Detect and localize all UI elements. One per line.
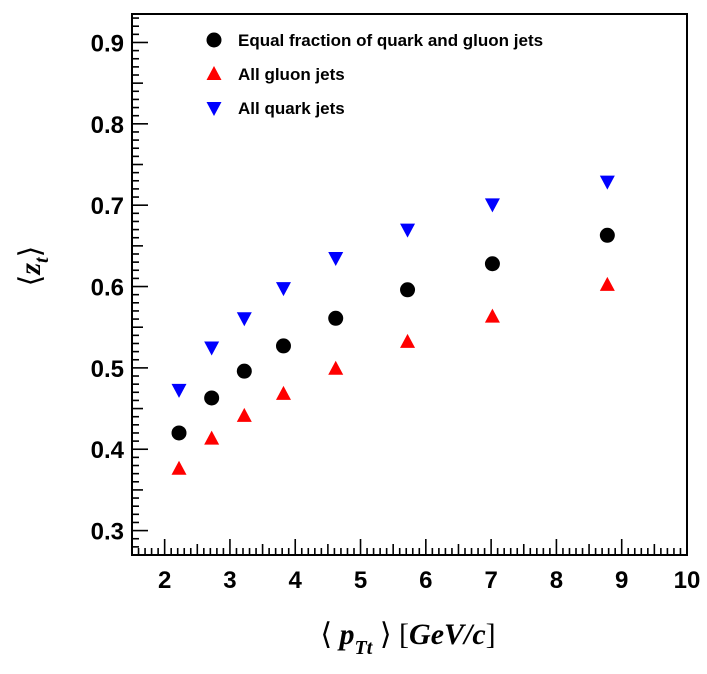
y-tick-label: 0.3 xyxy=(91,519,124,546)
y-tick-label: 0.8 xyxy=(91,112,124,139)
legend-item: All gluon jets xyxy=(206,65,345,84)
legend-marker xyxy=(206,102,222,116)
data-point xyxy=(328,310,344,326)
data-point xyxy=(236,363,252,379)
y-axis-title: ⟨zt⟩ xyxy=(14,246,53,287)
legend-label: All quark jets xyxy=(238,99,345,118)
data-point xyxy=(275,338,291,354)
y-tick-label: 0.5 xyxy=(91,356,124,383)
x-tick-label: 6 xyxy=(419,567,432,594)
x-tick-label: 4 xyxy=(289,567,303,594)
y-tick-label: 0.4 xyxy=(91,437,125,464)
data-point xyxy=(400,223,416,238)
series-triangle-down xyxy=(171,175,615,398)
data-point xyxy=(236,312,252,327)
y-tick-label: 0.6 xyxy=(91,275,124,302)
data-point xyxy=(275,385,291,400)
data-point xyxy=(484,308,500,323)
y-tick-label: 0.7 xyxy=(91,193,124,220)
data-point xyxy=(599,276,615,291)
tick-labels: 2 3 4 5 6 7 8 9 10 0.3 0.4 0.5 0.6 0.7 0.8 0.9 xyxy=(91,30,701,594)
x-tick-label: 8 xyxy=(550,567,563,594)
data-point xyxy=(204,390,220,406)
legend-label: Equal fraction of quark and gluon jets xyxy=(238,31,543,50)
data-point xyxy=(328,360,344,375)
x-tick-label: 3 xyxy=(223,567,236,594)
svg-text:⟨ pTt ⟩ [GeV/c]: ⟨ pTt ⟩ [GeV/c] xyxy=(320,618,495,659)
legend-marker xyxy=(206,66,222,80)
data-points xyxy=(171,175,615,475)
legend-label: All gluon jets xyxy=(238,65,345,84)
x-tick-label: 9 xyxy=(615,567,628,594)
y-tick-label: 0.9 xyxy=(91,30,124,57)
data-point xyxy=(171,460,187,475)
x-tick-label: 2 xyxy=(158,567,171,594)
x-tick-label: 10 xyxy=(674,567,701,594)
svg-text:⟨zt⟩: ⟨zt⟩ xyxy=(14,246,53,287)
data-point xyxy=(204,430,220,445)
data-point xyxy=(484,198,500,213)
data-point xyxy=(204,341,220,356)
data-point xyxy=(400,282,416,298)
x-axis-title: ⟨ pTt ⟩ [GeV/c] xyxy=(320,618,495,659)
axis-ticks xyxy=(131,17,688,556)
data-point xyxy=(328,252,344,267)
x-tick-label: 7 xyxy=(484,567,497,594)
data-point xyxy=(484,256,500,272)
legend: Equal fraction of quark and gluon jets Al… xyxy=(206,31,543,118)
data-point xyxy=(171,425,187,441)
legend-marker xyxy=(206,32,222,48)
data-point xyxy=(599,175,615,190)
data-point xyxy=(275,282,291,297)
legend-item: Equal fraction of quark and gluon jets xyxy=(206,31,543,50)
plot-frame xyxy=(131,13,688,556)
series-circle xyxy=(171,227,615,441)
series-triangle-up xyxy=(171,276,615,475)
x-tick-label: 5 xyxy=(354,567,367,594)
data-point xyxy=(400,333,416,348)
data-point xyxy=(236,407,252,422)
data-point xyxy=(599,227,615,243)
legend-item: All quark jets xyxy=(206,99,345,118)
data-point xyxy=(171,383,187,398)
